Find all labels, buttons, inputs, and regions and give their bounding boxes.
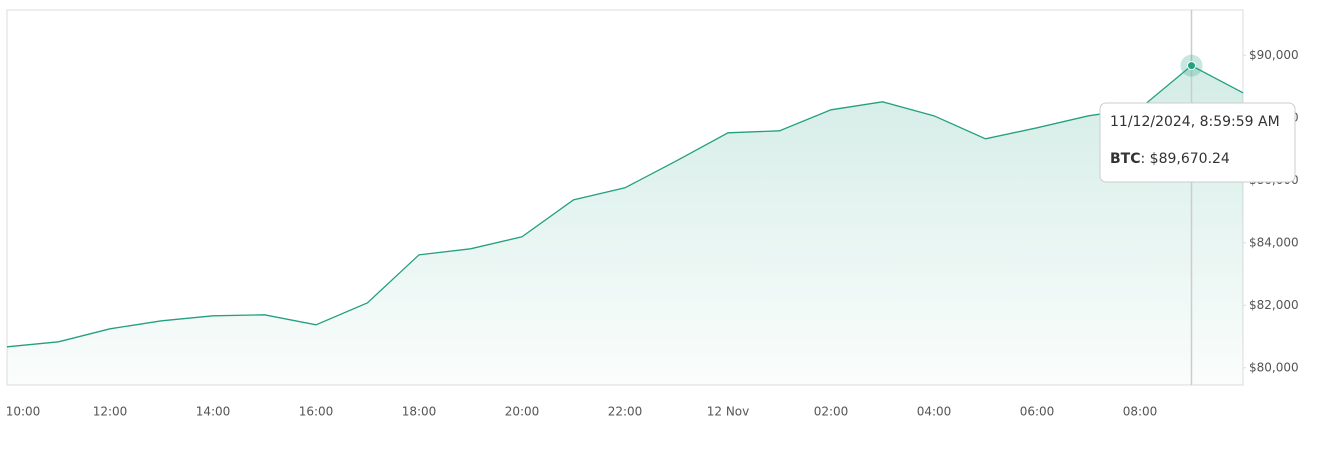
line [6, 64, 1244, 348]
tooltip-date: 11/12/2024, 8:59:59 AM [1110, 114, 1280, 130]
tooltip-value: BTC: $89,670.24 [1110, 151, 1230, 167]
tooltip: 11/12/2024, 8:59:59 AM BTC: $89,670.24 [1099, 102, 1296, 183]
y-tick-label: $82,000 [1249, 298, 1299, 312]
y-tick-label: $90,000 [1249, 48, 1299, 62]
x-tick-label: 22:00 [608, 405, 643, 419]
tooltip-box [1099, 102, 1296, 183]
y-tick-label: $84,000 [1249, 235, 1299, 249]
x-tick-label: 14:00 [196, 405, 231, 419]
tooltip-series: BTC [1110, 151, 1141, 167]
x-tick-label: 12:00 [93, 405, 128, 419]
x-tick-label: 16:00 [299, 405, 334, 419]
x-tick-label: 12 Nov [707, 405, 750, 419]
x-tick-label: 04:00 [917, 405, 952, 419]
x-tick-label: 18:00 [402, 405, 437, 419]
y-tick-label: $80,000 [1249, 360, 1299, 374]
x-tick-label: 20:00 [505, 405, 540, 419]
x-tick-label: 08:00 [1123, 405, 1158, 419]
x-tick-label: 10:00 [6, 405, 41, 419]
tooltip-value-label: $89,670.24 [1150, 151, 1230, 167]
tooltip-separator: : [1141, 151, 1150, 167]
highlight-point [1187, 61, 1196, 71]
x-tick-label: 02:00 [814, 405, 849, 419]
area-fill [7, 65, 1243, 386]
x-tick-label: 06:00 [1020, 405, 1055, 419]
